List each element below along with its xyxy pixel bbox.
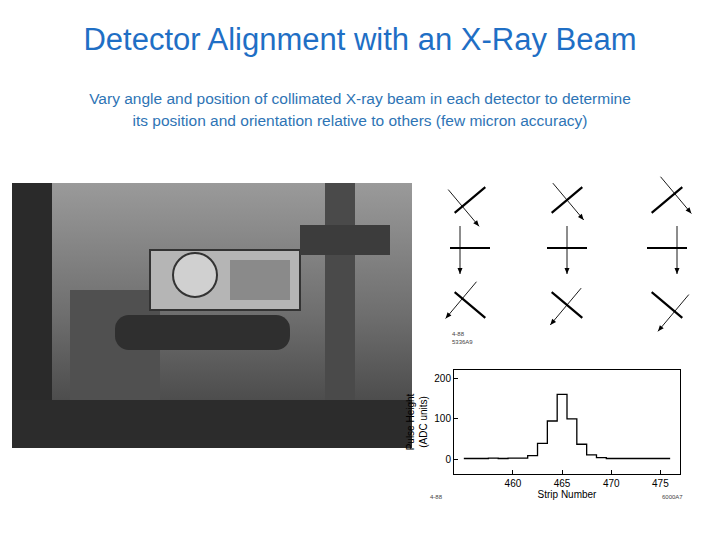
svg-text:100: 100 (434, 413, 451, 424)
html-text:Vary angle and position of col: Vary angle and position of collimated X-… (89, 90, 631, 107)
svg-text:0: 0 (445, 454, 451, 465)
svg-text:460: 460 (505, 478, 522, 489)
html-text:6000A7: 6000A7 (662, 494, 683, 500)
svg-text:Pulse Height(ADC units): Pulse Height(ADC units) (405, 393, 429, 450)
html-text:4-88: 4-88 (452, 331, 464, 337)
svg-text:470: 470 (603, 478, 620, 489)
svg-text:Strip Number: Strip Number (538, 489, 598, 500)
html-text:5336A9: 5336A9 (452, 339, 473, 345)
html-text:4-88: 4-88 (430, 494, 442, 500)
svg-text:200: 200 (434, 373, 451, 384)
svg-text:465: 465 (554, 478, 571, 489)
html-text:its position and orientation r: its position and orientation relative to… (132, 112, 588, 129)
html-text:Detector Alignment with an X-R: Detector Alignment with an X-Ray Beam (83, 22, 637, 57)
svg-text:475: 475 (652, 478, 669, 489)
